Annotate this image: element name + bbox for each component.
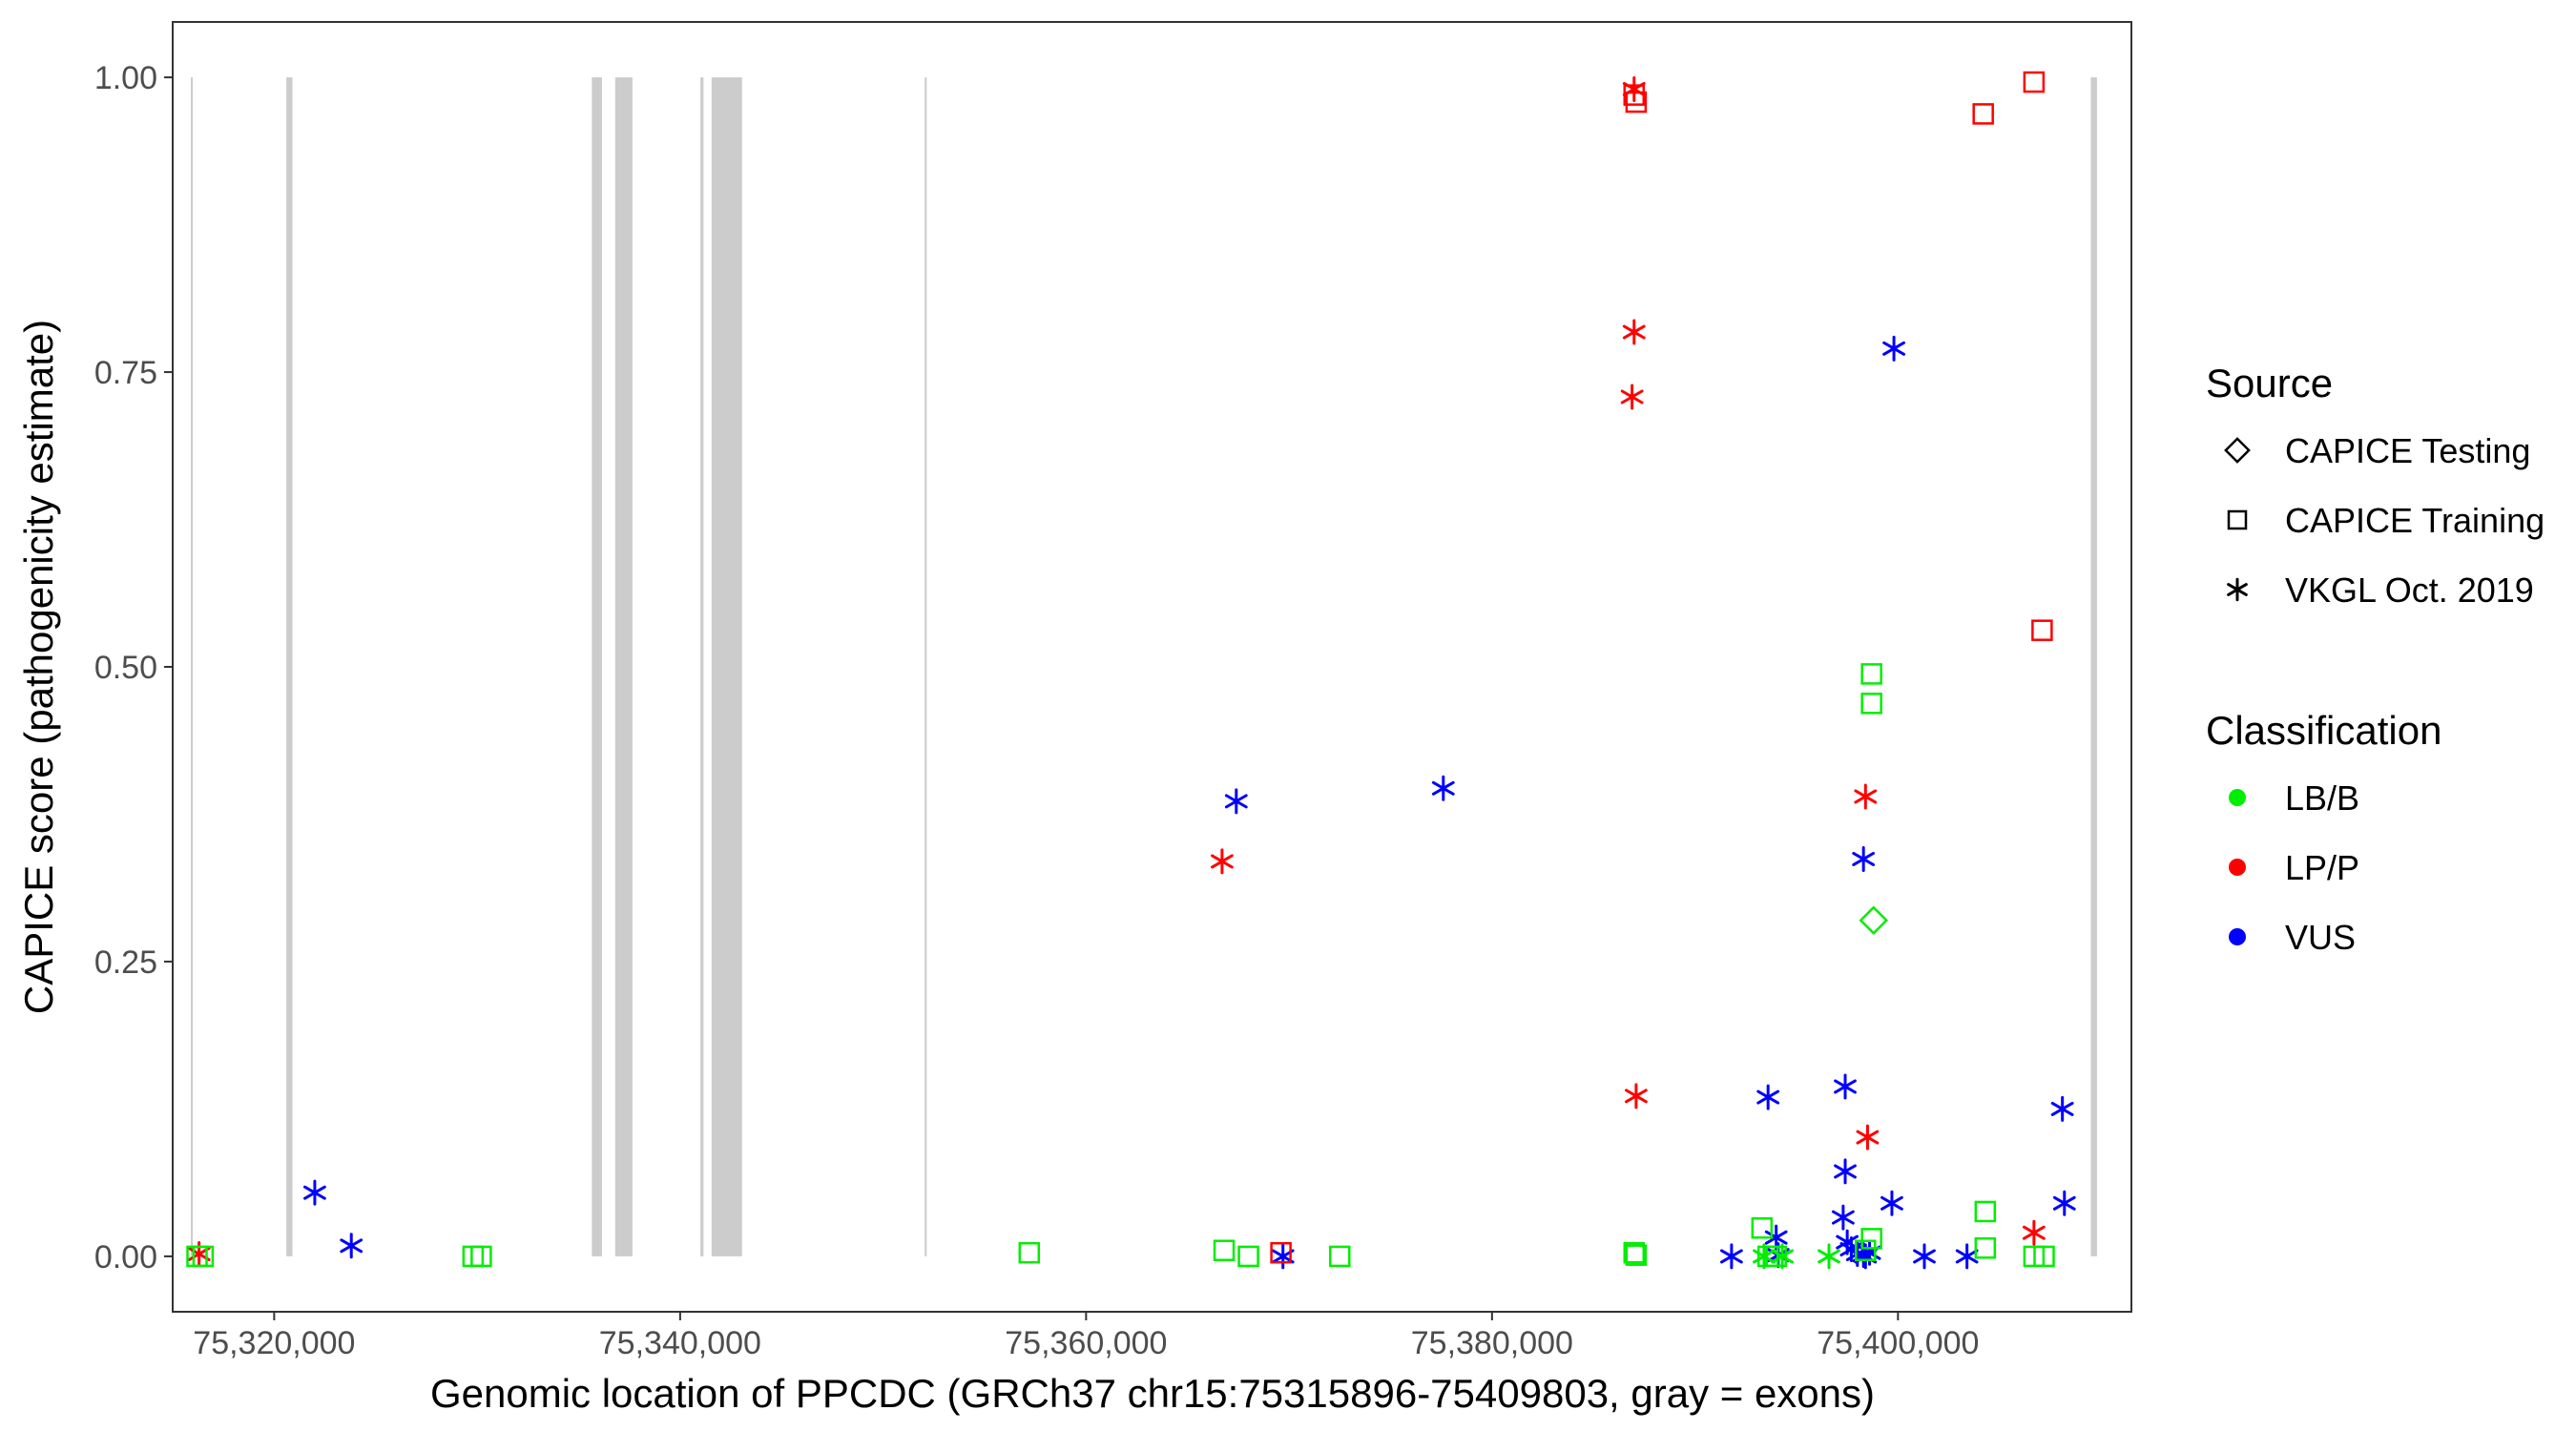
point-vkgl-oct-2019-vus	[1720, 1243, 1743, 1270]
point-capice-training-lp-p	[2031, 619, 2053, 641]
point-vkgl-oct-2019-lp-p	[1625, 1083, 1648, 1110]
point-capice-training-lb-b	[1765, 1245, 1787, 1268]
point-capice-training-lb-b	[1623, 1241, 1646, 1264]
y-axis: 0.00 0.25 0.50 0.75 1.00	[94, 60, 173, 1275]
legend-source-key-asterisk	[2227, 577, 2248, 602]
point-capice-training-lb-b	[1751, 1217, 1774, 1239]
point-vkgl-oct-2019-vus	[1955, 1243, 1979, 1270]
exon-band	[191, 77, 194, 1256]
x-tick-label: 75,360,000	[1005, 1325, 1167, 1361]
x-tick-label: 75,340,000	[599, 1325, 761, 1361]
exon-band	[700, 77, 704, 1256]
point-vkgl-oct-2019-vus	[1836, 1229, 1859, 1255]
point-vkgl-oct-2019-vus	[1852, 845, 1876, 872]
point-capice-training-lb-b	[1237, 1245, 1259, 1268]
point-capice-training-lb-b	[1855, 1239, 1877, 1261]
point-vkgl-oct-2019-lp-p	[1622, 319, 1646, 345]
point-vkgl-oct-2019-vus	[2050, 1095, 2074, 1122]
legend-source-title: Source	[2206, 361, 2333, 405]
point-capice-training-lp-p	[2023, 71, 2046, 93]
point-capice-training-lb-b	[1974, 1200, 1997, 1223]
point-capice-training-lp-p	[1623, 84, 1646, 106]
point-capice-training-lb-b	[1625, 1244, 1648, 1266]
point-vkgl-oct-2019-vus	[2052, 1190, 2076, 1216]
point-vkgl-oct-2019-vus	[1880, 1190, 1903, 1216]
point-vkgl-oct-2019-lp-p	[1854, 783, 1878, 810]
legend-class-label: LB/B	[2285, 778, 2359, 818]
point-capice-training-lp-p	[1625, 91, 1648, 114]
exon-band	[2090, 77, 2097, 1256]
legend-class-key	[2229, 789, 2246, 806]
point-capice-training-lp-p	[1270, 1241, 1292, 1264]
legend-class-key	[2229, 859, 2246, 876]
legend-class-label: LP/P	[2285, 848, 2359, 887]
point-capice-testing-lb-b	[1859, 905, 1889, 935]
legend-classification-title: Classification	[2206, 708, 2441, 753]
point-vkgl-oct-2019-vus	[1834, 1158, 1857, 1185]
point-vkgl-oct-2019-vus	[1224, 788, 1248, 815]
point-vkgl-oct-2019-vus	[1764, 1224, 1788, 1251]
point-vkgl-oct-2019-lb-b	[1818, 1243, 1840, 1270]
point-capice-training-lb-b	[1329, 1245, 1351, 1268]
legend-class-label: VUS	[2285, 918, 2356, 957]
point-capice-training-lb-b	[2033, 1245, 2055, 1268]
y-tick-label: 0.00	[94, 1239, 157, 1275]
point-vkgl-oct-2019-vus	[1756, 1084, 1780, 1110]
point-vkgl-oct-2019-vus	[1834, 1073, 1857, 1100]
legend-source-label: CAPICE Testing	[2285, 431, 2530, 470]
point-vkgl-oct-2019-lp-p	[1856, 1124, 1880, 1151]
y-tick-label: 0.75	[94, 355, 157, 391]
point-vkgl-oct-2019-vus	[1882, 335, 1905, 362]
x-axis-title: Genomic location of PPCDC (GRCh37 chr15:…	[430, 1371, 1875, 1416]
x-tick-label: 75,380,000	[1411, 1325, 1573, 1361]
point-vkgl-oct-2019-vus	[1913, 1243, 1936, 1270]
point-capice-training-lb-b	[1860, 693, 1882, 715]
y-tick-label: 0.25	[94, 944, 157, 981]
x-tick-label: 75,400,000	[1817, 1325, 1979, 1361]
legend-source-key-square	[2227, 509, 2248, 530]
exon-band	[614, 77, 633, 1256]
point-vkgl-oct-2019-vus	[1431, 775, 1455, 801]
point-vkgl-oct-2019-lp-p	[1211, 848, 1234, 875]
point-vkgl-oct-2019-vus	[340, 1233, 364, 1259]
x-tick-label: 75,320,000	[193, 1325, 355, 1361]
point-capice-training-lb-b	[192, 1245, 215, 1268]
y-axis-title: CAPICE score (pathogenicity estimate)	[16, 320, 61, 1014]
exon-band	[924, 77, 927, 1256]
point-vkgl-oct-2019-lb-b	[1771, 1243, 1794, 1270]
exon-layer	[191, 77, 2097, 1256]
point-vkgl-oct-2019-vus	[303, 1179, 326, 1206]
x-axis: 75,320,000 75,340,000 75,360,000 75,380,000…	[193, 1312, 1979, 1361]
y-tick-label: 1.00	[94, 60, 157, 96]
point-capice-training-lb-b	[470, 1245, 492, 1268]
legend-source-label: CAPICE Training	[2285, 501, 2545, 540]
legend: Source Classification CAPICE Testing CAPI…	[2206, 361, 2545, 957]
points-layer	[186, 71, 2076, 1270]
legend-class-key	[2229, 928, 2246, 945]
point-capice-training-lb-b	[1018, 1241, 1041, 1264]
point-vkgl-oct-2019-lp-p	[1620, 384, 1644, 410]
y-tick-label: 0.50	[94, 650, 157, 686]
point-capice-training-lp-p	[1972, 103, 1994, 125]
legend-source-label: VKGL Oct. 2019	[2285, 570, 2534, 610]
point-vkgl-oct-2019-vus	[1832, 1204, 1855, 1231]
legend-source-key-diamond	[2224, 437, 2251, 464]
exon-band	[711, 77, 742, 1256]
exon-band	[286, 77, 293, 1256]
exon-band	[592, 77, 602, 1256]
point-capice-training-lb-b	[1860, 663, 1882, 685]
point-vkgl-oct-2019-lp-p	[2022, 1219, 2046, 1246]
point-capice-training-lb-b	[1860, 1228, 1882, 1250]
point-capice-training-lb-b	[1974, 1237, 1997, 1259]
point-capice-training-lb-b	[1213, 1239, 1236, 1261]
